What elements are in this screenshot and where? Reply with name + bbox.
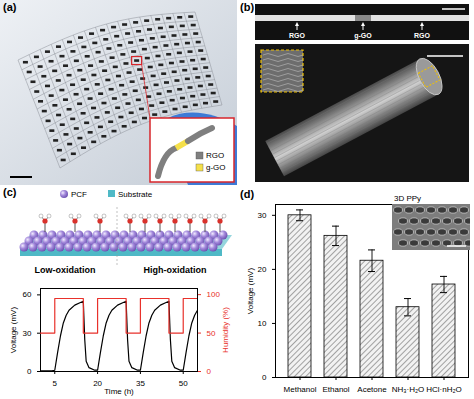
svg-text:g-GO: g-GO [206,163,226,172]
svg-text:Substrate: Substrate [118,190,153,199]
svg-text:RGO: RGO [206,151,224,160]
svg-text:0: 0 [207,367,212,376]
svg-text:20: 20 [258,265,267,274]
svg-text:Voltage (mV): Voltage (mV) [9,307,18,354]
svg-text:Acetone: Acetone [357,385,387,394]
svg-text:50: 50 [179,379,188,388]
html-text:(b): (b) [240,1,254,13]
svg-text:Low-oxidation: Low-oxidation [35,265,96,275]
svg-text:Voltage (mV): Voltage (mV) [246,268,255,315]
svg-text:100: 100 [207,290,221,299]
svg-text:g-GO: g-GO [354,32,372,40]
svg-text:High-oxidation: High-oxidation [144,265,207,275]
svg-text:HCl·nH₂O: HCl·nH₂O [426,385,462,394]
svg-text:NH₃·H₂O: NH₃·H₂O [392,385,425,394]
html-text:(a): (a) [3,1,17,13]
svg-text:20: 20 [93,379,102,388]
svg-text:30: 30 [23,329,32,338]
svg-text:3D PPy: 3D PPy [394,194,421,203]
svg-text:10: 10 [258,319,267,328]
svg-text:0: 0 [262,373,267,382]
svg-text:30: 30 [258,211,267,220]
svg-text:RGO: RGO [414,32,431,39]
svg-text:RGO: RGO [289,32,306,39]
svg-text:Humidity (%): Humidity (%) [221,307,230,353]
svg-text:5: 5 [53,379,58,388]
html-text:(d): (d) [240,188,254,200]
svg-text:PCF: PCF [71,190,87,199]
svg-text:Ethanol: Ethanol [322,385,349,394]
html-text:(c): (c) [3,186,17,198]
svg-text:50: 50 [207,329,216,338]
svg-text:35: 35 [136,379,145,388]
svg-text:Methanol: Methanol [284,385,317,394]
svg-text:Time (h): Time (h) [104,387,134,396]
svg-text:60: 60 [23,290,32,299]
svg-text:0: 0 [27,367,32,376]
